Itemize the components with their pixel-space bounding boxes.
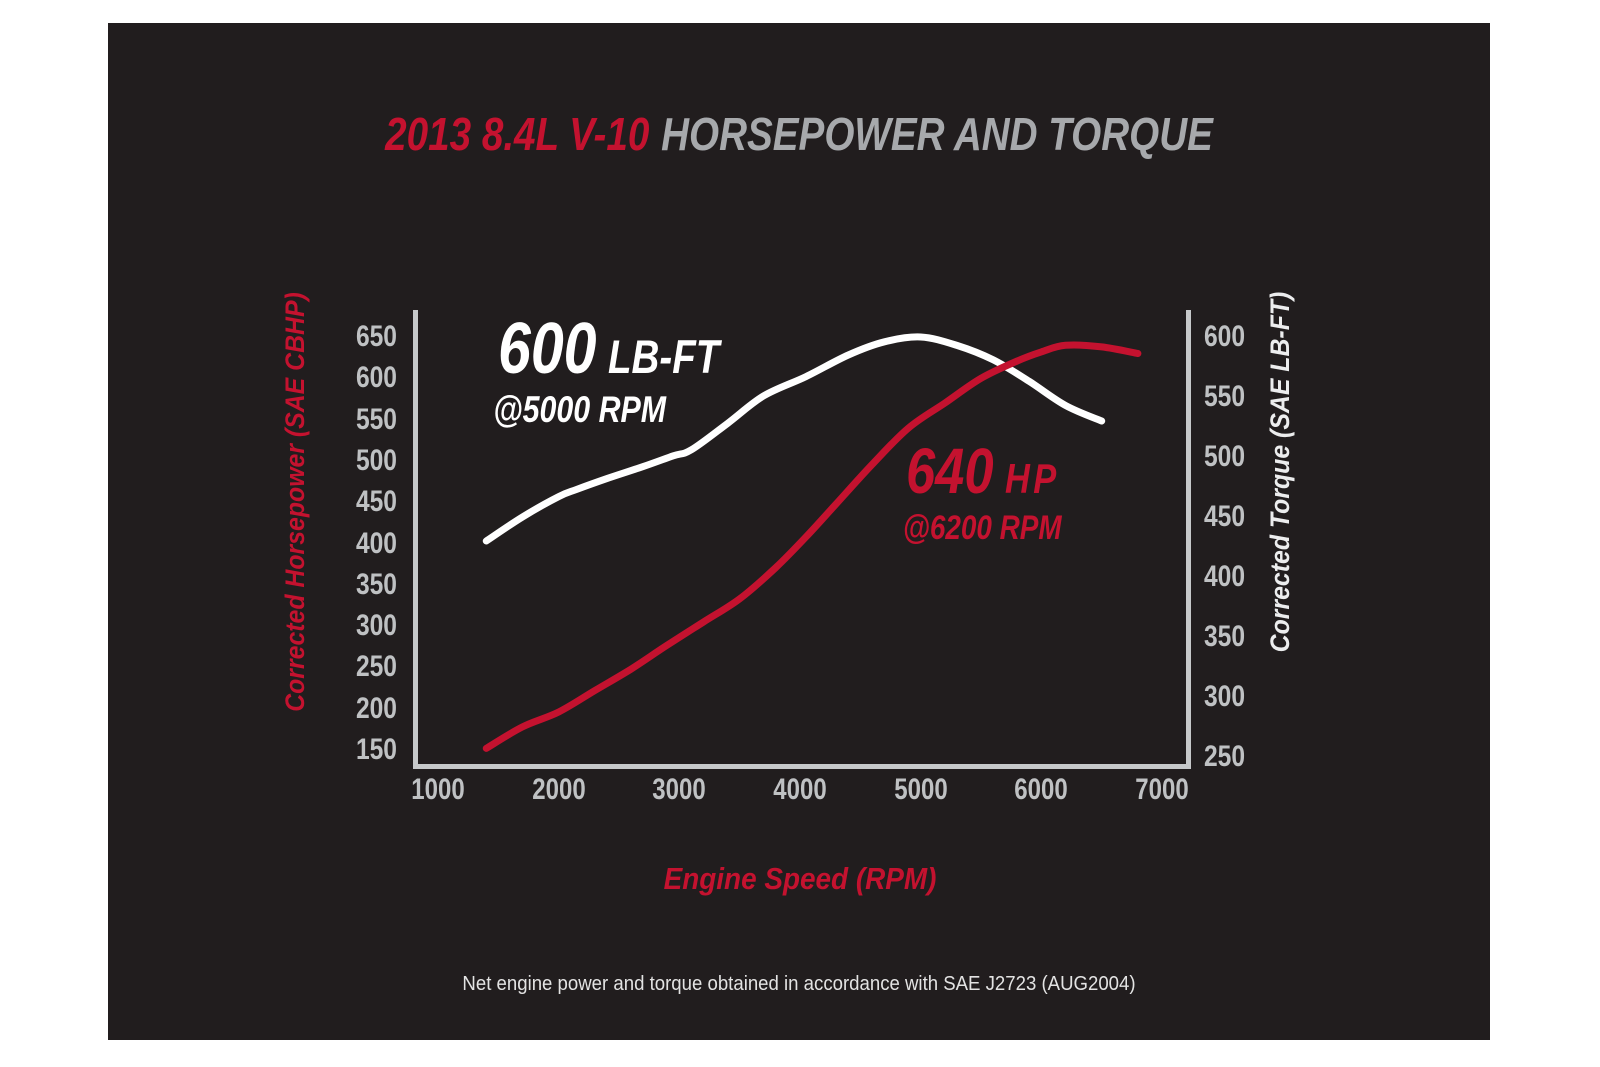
left-axis-tick-250: 250	[355, 650, 397, 684]
power-peak-rpm: @6200 RPM	[902, 509, 1062, 547]
chart-title-model: 2013 8.4L V-10	[385, 108, 650, 160]
x-axis-tick-6000: 6000	[1014, 773, 1069, 806]
right-axis-tick-400: 400	[1204, 560, 1246, 593]
power-peak-annotation: 640 HP @6200 RPM	[902, 435, 1062, 548]
x-axis-title: Engine Speed (RPM)	[663, 861, 937, 896]
left-axis-tick-450: 450	[355, 485, 397, 519]
left-axis-tick-650: 650	[355, 320, 397, 353]
left-axis-tick-300: 300	[355, 609, 397, 643]
x-axis-tick-3000: 3000	[652, 773, 707, 806]
corrected-torque-curve	[482, 333, 1106, 545]
chart-title: 2013 8.4L V-10 HORSEPOWER AND TORQUE	[219, 107, 1380, 161]
right-axis-tick-600: 600	[1204, 320, 1246, 353]
right-axis-tick-500: 500	[1204, 440, 1246, 473]
plot-area	[413, 310, 1191, 769]
x-axis-tick-1000: 1000	[411, 773, 465, 806]
left-axis-tick-400: 400	[355, 526, 397, 560]
right-axis-tick-550: 550	[1204, 380, 1246, 413]
x-axis-tick-2000: 2000	[531, 773, 586, 806]
right-axis-tick-300: 300	[1204, 680, 1246, 713]
x-axis-tick-4000: 4000	[773, 773, 827, 806]
left-axis-tick-500: 500	[355, 443, 397, 477]
corrected-horsepower-curve	[482, 341, 1142, 752]
left-axis-tick-150: 150	[355, 733, 397, 766]
chart-title-subject: HORSEPOWER AND TORQUE	[661, 108, 1213, 160]
left-axis-tick-600: 600	[355, 361, 397, 395]
footer-note: Net engine power and torque obtained in …	[462, 973, 1136, 995]
right-axis-tick-350: 350	[1204, 620, 1246, 653]
right-axis-tick-250: 250	[1204, 740, 1246, 773]
x-axis-tick-5000: 5000	[893, 773, 948, 806]
torque-peak-annotation: 600 LB-FT @5000 RPM	[493, 309, 720, 431]
right-axis-tick-450: 450	[1204, 500, 1246, 533]
left-axis-tick-200: 200	[355, 691, 397, 725]
dyno-chart-panel: 2013 8.4L V-10 HORSEPOWER AND TORQUE Corr…	[108, 23, 1490, 1040]
x-axis-tick-7000: 7000	[1135, 773, 1189, 806]
torque-peak-rpm: @5000 RPM	[493, 389, 667, 430]
power-peak-unit: HP	[1005, 455, 1060, 502]
torque-peak-value: 600	[498, 309, 597, 389]
left-axis-tick-350: 350	[355, 567, 397, 601]
left-axis-tick-550: 550	[355, 402, 397, 436]
power-peak-value: 640	[906, 435, 994, 507]
torque-peak-unit: LB-FT	[607, 330, 720, 383]
